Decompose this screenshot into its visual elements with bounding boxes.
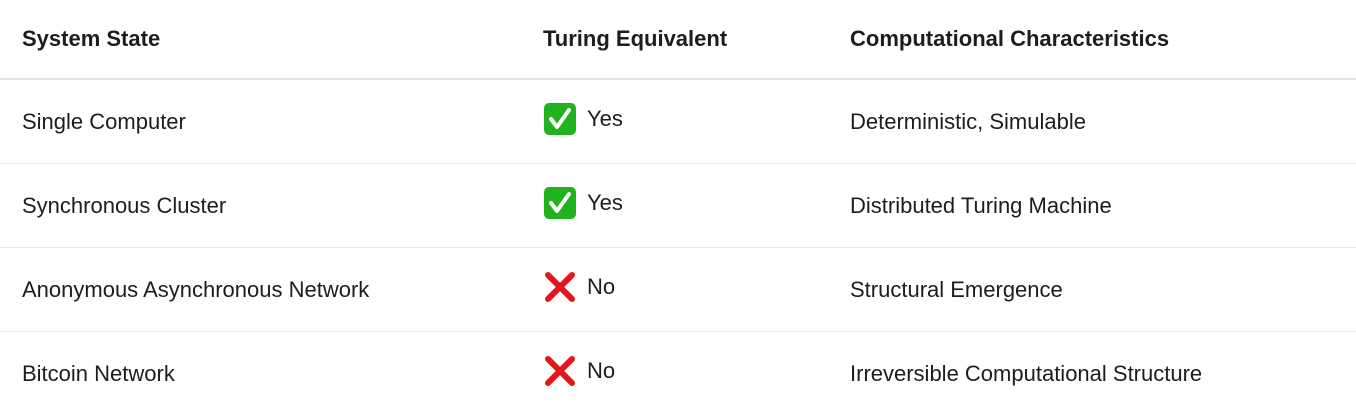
table-row: Single Computer Yes Deterministic, Simulab…: [0, 79, 1356, 164]
table-row: Anonymous Asynchronous Network No Structur…: [0, 247, 1356, 332]
header-computational-characteristics: Computational Characteristics: [828, 0, 1356, 80]
characteristics-cell: Irreversible Computational Structure: [850, 360, 1203, 386]
turing-equivalent-value: No: [587, 273, 616, 299]
system-state-cell: Synchronous Cluster: [0, 163, 521, 248]
turing-equivalent-cell: Yes: [521, 79, 828, 164]
cross-mark-icon: [543, 270, 577, 304]
check-mark-icon: [543, 186, 577, 220]
turing-equivalent-value: Yes: [587, 189, 623, 215]
system-state-cell: Bitcoin Network: [22, 360, 175, 386]
table-row: Bitcoin Network No Irreversible Computatio…: [0, 332, 1356, 416]
header-row: System State Turing Equivalent Computati…: [0, 0, 1356, 80]
turing-equivalent-cell: Yes: [521, 163, 828, 248]
characteristics-cell: Structural Emergence: [828, 247, 1356, 332]
turing-equivalent-value: Yes: [587, 105, 623, 131]
header-system-state: System State: [0, 0, 521, 80]
turing-equivalent-cell: No: [521, 332, 828, 416]
turing-equivalent-value: No: [587, 357, 616, 383]
header-turing-equivalent: Turing Equivalent: [521, 0, 828, 80]
system-state-cell: Single Computer: [0, 79, 521, 164]
characteristics-cell: Distributed Turing Machine: [828, 163, 1356, 248]
check-mark-icon: [543, 102, 577, 136]
characteristics-cell: Deterministic, Simulable: [828, 79, 1356, 164]
system-state-cell: Anonymous Asynchronous Network: [0, 247, 521, 332]
turing-equivalent-cell: No: [521, 247, 828, 332]
cross-mark-icon: [543, 354, 577, 388]
table-row: Synchronous Cluster Yes Distributed Turing…: [0, 163, 1356, 248]
